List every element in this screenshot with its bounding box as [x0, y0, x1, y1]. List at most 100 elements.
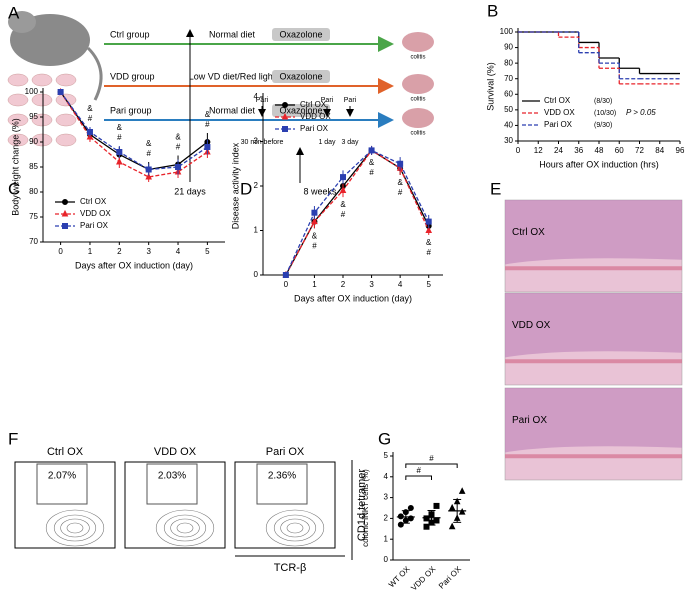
treatment-box	[272, 28, 330, 41]
group-name: VDD group	[110, 71, 155, 81]
significance-mark: #	[341, 210, 346, 219]
submucosa-band	[505, 359, 682, 364]
y-tick-label: 90	[504, 43, 513, 52]
histology-label: Pari OX	[512, 415, 547, 426]
y-tick-label: 60	[504, 89, 513, 98]
colitis-rat	[402, 108, 434, 128]
y-tick-label: 30	[504, 136, 513, 145]
y-tick-label: 1	[384, 534, 389, 543]
series-line	[285, 149, 430, 276]
histology-label: VDD OX	[512, 320, 551, 331]
significance-mark: &	[397, 178, 403, 187]
x-tick-label: 3	[369, 280, 374, 289]
data-point	[423, 523, 430, 530]
y-tick-label: 80	[504, 58, 513, 67]
x-tick-label: 48	[595, 146, 604, 155]
y-tick-label: 4	[384, 472, 389, 481]
y-tick-label: 2	[254, 181, 259, 190]
significance-mark: &	[312, 231, 318, 240]
legend-note: (8/30)	[594, 98, 612, 105]
data-point	[281, 112, 289, 120]
comparison-bracket	[405, 475, 432, 480]
y-axis-label: Body weight change (%)	[10, 118, 20, 216]
y-tick-label: 3	[384, 493, 389, 502]
y-tick-label: 2	[384, 514, 389, 523]
x-tick-label: 4	[176, 247, 181, 256]
data-point	[311, 217, 318, 225]
x-tick-label: 3	[146, 247, 151, 256]
legend-note: (9/30)	[594, 122, 612, 129]
start-label: 21 days	[174, 186, 206, 196]
significance-mark: &	[146, 139, 152, 148]
mucosa-layer	[505, 388, 682, 453]
flow-gate	[256, 463, 308, 505]
y-axis-label: Disease activity index	[230, 142, 240, 229]
y-tick-label: 100	[500, 27, 514, 36]
y-tick-label: 0	[254, 270, 259, 279]
legend-label: Pari OX	[544, 120, 573, 129]
flow-contour	[170, 518, 200, 538]
y-tick-label: 70	[29, 237, 38, 246]
legend-label: Pari OX	[80, 221, 109, 230]
legend-label: VDD OX	[300, 112, 331, 121]
x-tick-label: 96	[676, 146, 685, 155]
gate-percent: 2.07%	[48, 471, 76, 482]
data-point	[282, 126, 288, 132]
data-point	[407, 505, 414, 511]
y-tick-label: 80	[29, 187, 38, 196]
flow-x-label: TCR-β	[274, 562, 307, 574]
panel-label: E	[490, 179, 501, 198]
panel-label: G	[378, 429, 391, 448]
flow-contour	[176, 522, 194, 534]
flow-contour	[155, 509, 215, 547]
y-tick-label: 95	[29, 112, 38, 121]
data-point	[458, 508, 466, 515]
flow-contour	[265, 509, 325, 547]
data-point	[62, 223, 68, 229]
data-point	[458, 487, 466, 494]
significance-mark: &	[205, 110, 211, 119]
flow-plot	[124, 461, 226, 549]
flow-contour	[273, 514, 317, 542]
y-tick-label: 90	[29, 137, 38, 146]
x-tick-label: 12	[534, 146, 543, 155]
flow-title: Pari OX	[266, 446, 305, 458]
pari-time: 30 min before	[241, 139, 284, 146]
y-tick-label: 40	[504, 121, 513, 130]
pari-label: Pari	[321, 97, 334, 104]
data-point	[423, 515, 430, 522]
flow-plot	[234, 461, 336, 549]
treatment-label: Oxazolone	[279, 29, 322, 39]
comparison-bracket	[405, 463, 458, 468]
y-tick-label: 85	[29, 162, 38, 171]
data-point	[62, 199, 68, 205]
series-line	[285, 149, 430, 276]
gate-percent: 2.36%	[268, 471, 296, 482]
x-tick-label: 1	[88, 247, 93, 256]
mucosa-layer	[505, 293, 682, 358]
flow-contour	[53, 514, 97, 542]
y-tick-label: 75	[29, 212, 38, 221]
data-point	[397, 160, 404, 167]
x-tick-label: 2	[117, 247, 122, 256]
y-axis-label: colonic iNKT cells (%)	[361, 469, 370, 547]
data-point	[282, 102, 288, 108]
significance-mark: &	[426, 238, 432, 247]
legend-label: Ctrl OX	[300, 100, 327, 109]
group-name: Ctrl group	[110, 29, 150, 39]
significance-mark: &	[340, 200, 346, 209]
x-tick-label: 1	[312, 280, 317, 289]
significance-mark: &	[175, 133, 181, 142]
panel-label: B	[487, 1, 498, 20]
x-tick-label: WT OX	[387, 564, 412, 589]
group-name: Pari group	[110, 105, 152, 115]
data-point	[339, 186, 347, 193]
legend-label: Ctrl OX	[544, 96, 571, 105]
flow-contour	[66, 522, 84, 534]
significance-mark: #	[146, 149, 151, 158]
diet-label: Normal diet	[209, 105, 256, 115]
rat-head	[8, 11, 36, 33]
panel-label: D	[240, 179, 252, 198]
x-tick-label: 0	[516, 146, 521, 155]
panel-label: C	[8, 179, 20, 198]
